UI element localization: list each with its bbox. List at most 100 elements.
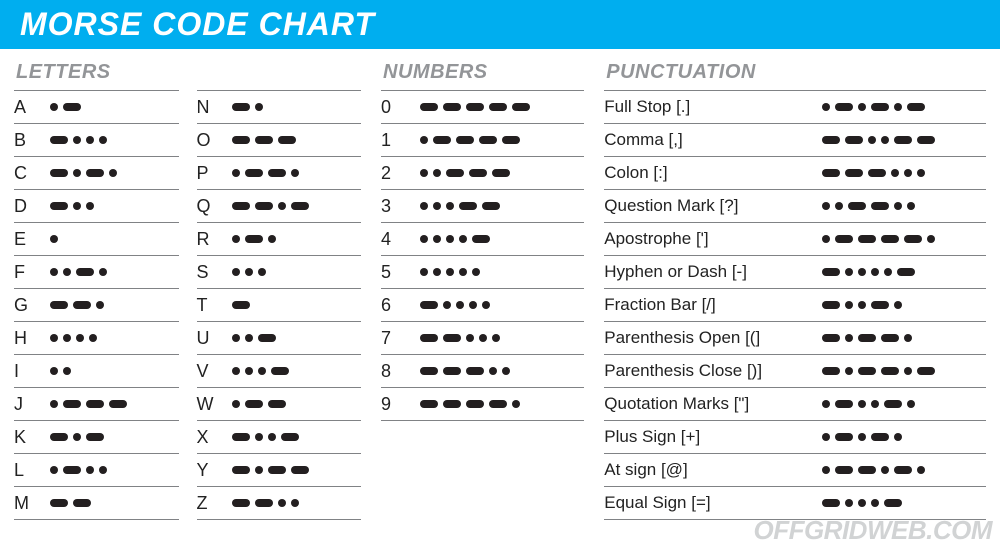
morse-code [50,433,179,441]
table-row: D [14,190,179,223]
table-row: M [14,487,179,520]
dot-icon [433,268,441,276]
morse-code [420,367,584,375]
dot-icon [917,169,925,177]
char-label: Quotation Marks ["] [604,388,822,421]
dash-icon [871,433,889,441]
code-cell [420,322,584,355]
dash-icon [50,499,68,507]
dash-icon [904,235,922,243]
morse-code [50,103,179,111]
char-label: 5 [381,256,420,289]
char-label: W [197,388,233,421]
dot-icon [881,466,889,474]
dash-icon [232,136,250,144]
dot-icon [492,334,500,342]
dash-icon [822,499,840,507]
table-row: Comma [,] [604,124,986,157]
dash-icon [245,169,263,177]
morse-code [50,169,179,177]
table-row: Quotation Marks ["] [604,388,986,421]
dot-icon [291,499,299,507]
table-row: I [14,355,179,388]
dot-icon [472,268,480,276]
morse-code [420,400,584,408]
code-cell [232,421,361,454]
dot-icon [845,334,853,342]
char-label: Apostrophe ['] [604,223,822,256]
dot-icon [420,136,428,144]
code-cell [232,487,361,520]
dash-icon [835,400,853,408]
table-row: Y [197,454,362,487]
code-cell [50,454,179,487]
dot-icon [845,301,853,309]
morse-code [232,136,361,144]
numbers-table: 0123456789 [381,90,584,421]
dash-icon [469,169,487,177]
dash-icon [73,301,91,309]
dash-icon [232,499,250,507]
dash-icon [466,400,484,408]
dash-icon [822,268,840,276]
dash-icon [268,400,286,408]
morse-code [420,268,584,276]
dot-icon [50,466,58,474]
dash-icon [492,169,510,177]
table-row: L [14,454,179,487]
table-row: S [197,256,362,289]
table-row: X [197,421,362,454]
morse-code [822,433,986,441]
dash-icon [232,202,250,210]
punctuation-table: Full Stop [.]Comma [,]Colon [:]Question … [604,90,986,520]
code-cell [822,322,986,355]
code-cell [822,388,986,421]
code-cell [420,289,584,322]
dot-icon [502,367,510,375]
table-row: 7 [381,322,584,355]
dot-icon [245,367,253,375]
dash-icon [466,103,484,111]
dot-icon [845,268,853,276]
table-row: Q [197,190,362,223]
code-cell [232,256,361,289]
char-label: Y [197,454,233,487]
morse-code [232,400,361,408]
dash-icon [822,367,840,375]
dot-icon [904,367,912,375]
dot-icon [822,235,830,243]
dash-icon [232,433,250,441]
dot-icon [232,235,240,243]
code-cell [50,190,179,223]
char-label: P [197,157,233,190]
morse-code [232,268,361,276]
table-row: F [14,256,179,289]
code-cell [50,388,179,421]
dot-icon [255,433,263,441]
dot-icon [466,334,474,342]
table-row: 2 [381,157,584,190]
code-cell [50,289,179,322]
table-row: 9 [381,388,584,421]
dot-icon [96,301,104,309]
dot-icon [73,202,81,210]
dot-icon [822,433,830,441]
dash-icon [50,433,68,441]
dot-icon [258,367,266,375]
morse-code [232,301,361,309]
table-row: Colon [:] [604,157,986,190]
dash-icon [845,169,863,177]
table-row: W [197,388,362,421]
dash-icon [835,466,853,474]
dot-icon [443,301,451,309]
dot-icon [109,169,117,177]
morse-code [232,499,361,507]
dash-icon [232,301,250,309]
morse-code [822,169,986,177]
code-cell [822,124,986,157]
morse-code [822,499,986,507]
dash-icon [268,466,286,474]
char-label: Full Stop [.] [604,91,822,124]
code-cell [420,157,584,190]
char-label: Colon [:] [604,157,822,190]
